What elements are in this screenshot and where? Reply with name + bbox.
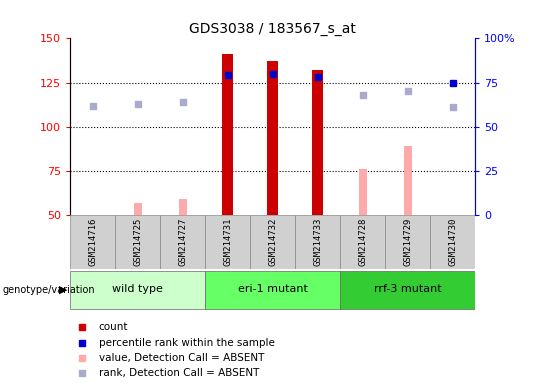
Bar (134, 203, 141, 215)
Bar (403, 146, 411, 215)
Bar (160, 215, 205, 269)
Text: GSM214732: GSM214732 (268, 218, 277, 266)
Title: GDS3038 / 183567_s_at: GDS3038 / 183567_s_at (189, 22, 356, 36)
Text: rrf-3 mutant: rrf-3 mutant (374, 284, 442, 294)
Bar (267, 61, 278, 215)
Bar (205, 215, 250, 269)
Text: GSM214716: GSM214716 (88, 218, 97, 266)
Bar (205, 271, 340, 309)
Text: count: count (99, 322, 128, 332)
Bar (222, 54, 233, 215)
Bar (295, 215, 340, 269)
Text: GSM214730: GSM214730 (448, 218, 457, 266)
Text: GSM214725: GSM214725 (133, 218, 142, 266)
Text: genotype/variation: genotype/variation (3, 285, 96, 295)
Text: rank, Detection Call = ABSENT: rank, Detection Call = ABSENT (99, 368, 259, 378)
Bar (312, 70, 323, 215)
Text: percentile rank within the sample: percentile rank within the sample (99, 338, 274, 348)
Bar (430, 215, 475, 269)
Bar (250, 215, 295, 269)
Bar (340, 215, 385, 269)
Text: ▶: ▶ (59, 285, 68, 295)
Bar (340, 271, 475, 309)
Text: GSM214733: GSM214733 (313, 218, 322, 266)
Text: value, Detection Call = ABSENT: value, Detection Call = ABSENT (99, 353, 264, 363)
Bar (70, 271, 205, 309)
Text: GSM214731: GSM214731 (223, 218, 232, 266)
Bar (70, 215, 115, 269)
Text: GSM214727: GSM214727 (178, 218, 187, 266)
Text: wild type: wild type (112, 284, 163, 294)
Text: GSM214729: GSM214729 (403, 218, 412, 266)
Text: eri-1 mutant: eri-1 mutant (238, 284, 308, 294)
Text: GSM214728: GSM214728 (358, 218, 367, 266)
Bar (385, 215, 430, 269)
Bar (359, 169, 367, 215)
Bar (115, 215, 160, 269)
Bar (179, 199, 187, 215)
